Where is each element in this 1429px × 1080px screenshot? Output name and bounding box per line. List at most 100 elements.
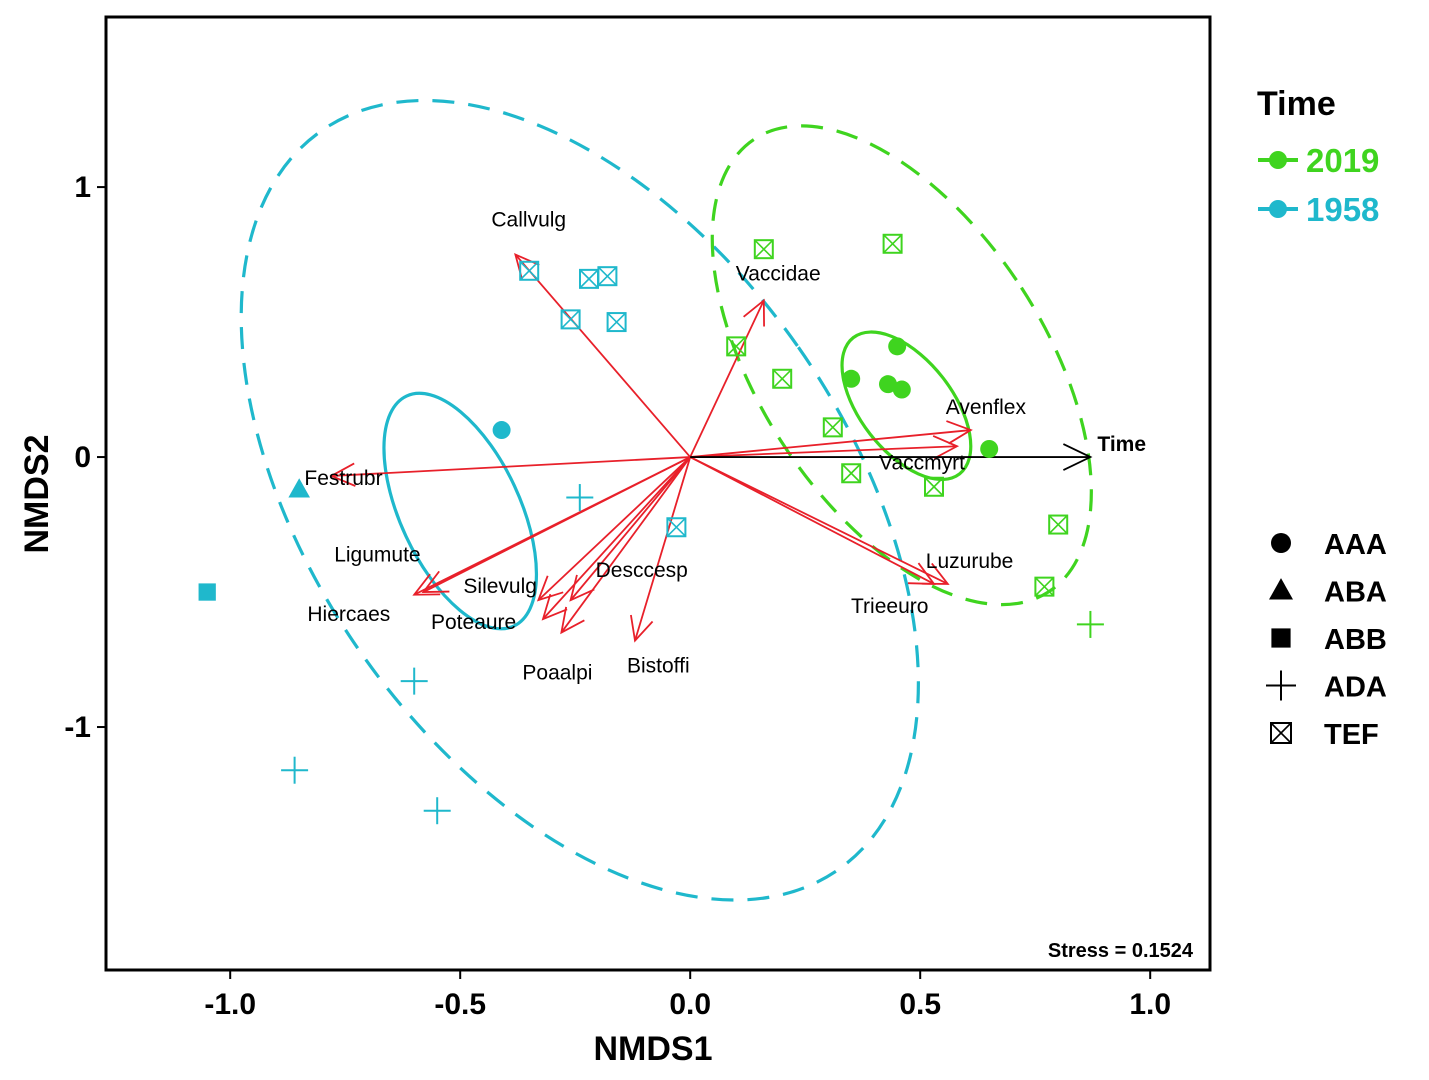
point-1958-boxed-x-7 xyxy=(519,260,540,281)
vector-time-head xyxy=(1062,443,1093,471)
vector-festrubr xyxy=(329,456,691,487)
vector-callvulg-shaft xyxy=(514,253,691,458)
point-1958-boxed-x-9-box xyxy=(597,266,618,287)
plot-frame xyxy=(104,15,1212,972)
x-tick-label: 0.5 xyxy=(899,988,941,1021)
ellipse-1958-solid xyxy=(382,391,539,631)
point-1958-boxed-x-9-d2 xyxy=(597,266,617,286)
point-2019-boxed-x-6-box xyxy=(753,239,774,260)
vector-hiercaes xyxy=(421,456,691,593)
point-1958-plus-3 xyxy=(566,484,594,512)
point-2019-plus-5 xyxy=(1076,610,1104,638)
legend-time-label: 2019 xyxy=(1306,142,1379,179)
point-2019-boxed-x-10 xyxy=(822,417,843,438)
vector-bistoffi-head xyxy=(630,614,654,643)
legend-shape: AAA ABA ABB ADA TEF xyxy=(1266,529,1387,751)
vector-trieeuro xyxy=(689,456,936,585)
legend-time-title: Time xyxy=(1257,85,1336,123)
point-1958-boxed-x-10-box xyxy=(560,309,581,330)
vector-trieeuro-head xyxy=(907,562,936,585)
point-2019-circle-3-dot xyxy=(892,380,911,399)
legend-shape-key-circle xyxy=(1271,533,1291,553)
legend-shape-key-boxed-x-d2 xyxy=(1270,722,1292,744)
legend-shape-label: ADA xyxy=(1324,672,1387,704)
vector-ligumute-head xyxy=(412,573,441,596)
point-2019-boxed-x-8 xyxy=(726,336,747,357)
vector-label-desccesp: Desccesp xyxy=(596,559,688,582)
point-2019-boxed-x-11 xyxy=(841,463,862,484)
vector-vaccidae xyxy=(689,298,765,458)
sample-points xyxy=(198,233,1104,825)
vector-silevulg-shaft xyxy=(537,456,691,601)
legend-shape-key-boxed-x xyxy=(1270,722,1292,744)
vector-label-silevulg: Silevulg xyxy=(463,575,537,598)
legend-shape-key-triangle-tri xyxy=(1269,578,1293,600)
legend-shape-label: ABA xyxy=(1324,577,1387,609)
vector-poaalpi-shaft xyxy=(560,456,691,634)
legend-shape-entry-aaa: AAA xyxy=(1271,529,1387,561)
vector-poteaure-head xyxy=(541,593,568,621)
point-2019-boxed-x-12 xyxy=(924,476,944,497)
y-tick-label: 0 xyxy=(74,441,91,474)
vector-silevulg-head xyxy=(536,575,564,602)
vector-labels: Callvulg Vaccidae Avenflex Vaccmyrt Festrubr… xyxy=(304,209,1146,685)
ellipse-2019-solid xyxy=(840,330,973,482)
legend-time-key-dot xyxy=(1269,200,1287,218)
vector-hiercaes-shaft xyxy=(422,456,691,593)
point-2019-boxed-x-9-box xyxy=(772,368,793,389)
vector-label-bistoffi: Bistoffi xyxy=(627,655,690,678)
point-2019-boxed-x-11-box xyxy=(841,463,862,484)
ellipse-1958-dashed xyxy=(239,98,920,902)
vector-festrubr-shaft xyxy=(331,456,691,477)
legend-shape-key-boxed-x-box xyxy=(1270,722,1292,744)
legend-shape-key-square-sq xyxy=(1271,628,1291,648)
legend-shape-label: TEF xyxy=(1324,719,1379,751)
vector-poteaure xyxy=(541,456,691,621)
point-2019-circle-2-dot xyxy=(879,375,897,394)
legend-shape-label: AAA xyxy=(1324,529,1387,561)
y-tick-label: -1 xyxy=(64,711,91,744)
vector-label-avenflex: Avenflex xyxy=(946,396,1027,419)
vector-vaccidae-head xyxy=(743,298,765,327)
x-tick-label: -1.0 xyxy=(204,988,256,1021)
legend-time: Time 2019 1958 xyxy=(1257,85,1379,228)
vector-label-vaccidae: Vaccidae xyxy=(736,262,821,285)
point-2019-boxed-x-14-d2 xyxy=(1034,577,1054,597)
point-2019-boxed-x-10-box xyxy=(822,417,843,438)
point-2019-boxed-x-12-d2 xyxy=(924,477,944,497)
vector-vaccidae-shaft xyxy=(689,300,765,458)
point-1958-square-2 xyxy=(198,583,216,601)
vector-vaccmyrt xyxy=(690,435,960,460)
point-1958-circle-0 xyxy=(492,421,511,440)
vector-bistoffi-shaft xyxy=(634,456,692,641)
vector-label-trieeuro: Trieeuro xyxy=(851,595,928,618)
legend-shape-entry-abb: ABB xyxy=(1271,624,1387,656)
point-2019-circle-1-dot xyxy=(888,337,907,356)
point-2019-boxed-x-11-d2 xyxy=(841,463,861,483)
vector-poteaure-shaft xyxy=(542,456,691,620)
point-1958-plus-6 xyxy=(423,797,451,825)
vector-label-festrubr: Festrubr xyxy=(304,467,382,490)
vector-vaccmyrt-shaft xyxy=(690,445,958,458)
point-1958-circle-0-dot xyxy=(492,421,511,440)
vector-label-vaccmyrt: Vaccmyrt xyxy=(879,451,965,474)
vector-label-time: Time xyxy=(1097,433,1146,456)
point-1958-triangle-1 xyxy=(288,478,310,498)
point-1958-boxed-x-10-d2 xyxy=(561,309,581,329)
point-2019-boxed-x-8-d2 xyxy=(726,336,746,356)
point-2019-boxed-x-6 xyxy=(753,239,774,260)
legend-time-key-dot xyxy=(1269,151,1287,169)
legend-shape-label: ABB xyxy=(1324,624,1387,656)
vector-label-ligumute: Ligumute xyxy=(334,544,420,567)
vector-desccesp-head xyxy=(569,574,595,602)
point-2019-boxed-x-14 xyxy=(1034,576,1055,597)
legend-shape-key-triangle xyxy=(1269,578,1293,600)
vector-label-hiercaes: Hiercaes xyxy=(307,603,390,626)
point-2019-boxed-x-8-box xyxy=(726,336,747,357)
point-2019-circle-4-dot xyxy=(980,439,999,458)
species-vectors xyxy=(329,253,1093,643)
vector-avenflex xyxy=(690,420,973,458)
vector-time xyxy=(690,443,1093,471)
point-1958-boxed-x-11 xyxy=(606,312,627,333)
point-1958-boxed-x-8-d2 xyxy=(579,269,599,289)
